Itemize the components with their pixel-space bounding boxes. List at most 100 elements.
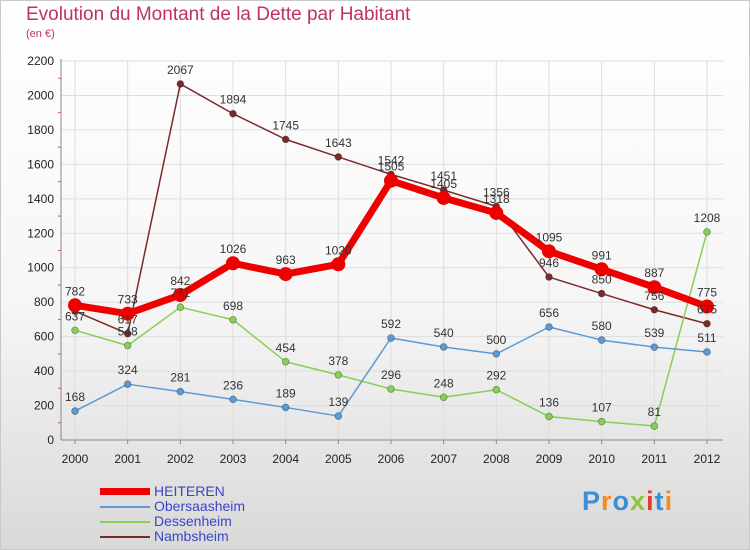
data-point-obersaasheim bbox=[545, 323, 553, 331]
data-label-dessenheim: 81 bbox=[648, 405, 662, 419]
legend: HEITEREN Obersaasheim Dessenheim Nambshe… bbox=[100, 484, 245, 544]
data-label-dessenheim: 136 bbox=[539, 396, 559, 410]
data-label-dessenheim: 637 bbox=[65, 309, 85, 323]
data-point-heiteren bbox=[436, 190, 451, 205]
x-tick-label: 2000 bbox=[62, 452, 89, 466]
data-point-obersaasheim bbox=[176, 387, 185, 396]
legend-item-heiteren[interactable]: HEITEREN bbox=[100, 484, 245, 499]
data-point-heiteren bbox=[173, 287, 188, 302]
data-label-heiteren: 963 bbox=[276, 253, 296, 267]
y-tick-label: 800 bbox=[34, 295, 54, 309]
x-tick-label: 2002 bbox=[167, 452, 194, 466]
data-point-dessenheim bbox=[492, 385, 501, 394]
data-label-nambsheim: 946 bbox=[539, 256, 559, 270]
data-point-dessenheim bbox=[703, 228, 711, 236]
chart-title: Evolution du Montant de la Dette par Hab… bbox=[26, 4, 411, 25]
data-label-obersaasheim: 539 bbox=[644, 326, 664, 340]
data-point-dessenheim bbox=[387, 385, 395, 393]
data-label-obersaasheim: 656 bbox=[539, 306, 559, 320]
legend-label-dessenheim: Dessenheim bbox=[154, 513, 232, 529]
data-label-obersaasheim: 592 bbox=[381, 317, 401, 331]
y-tick-label: 1000 bbox=[27, 261, 54, 275]
data-label-obersaasheim: 500 bbox=[486, 333, 506, 347]
data-label-dessenheim: 107 bbox=[592, 401, 612, 415]
brand-letter: i bbox=[664, 486, 674, 516]
data-point-heiteren bbox=[226, 256, 240, 271]
legend-item-dessenheim[interactable]: Dessenheim bbox=[100, 514, 245, 529]
data-label-nambsheim: 756 bbox=[644, 289, 664, 303]
data-label-dessenheim: 548 bbox=[118, 325, 138, 339]
grid-layer bbox=[61, 60, 723, 441]
data-label-nambsheim: 1451 bbox=[430, 169, 457, 183]
legend-label-heiteren: HEITEREN bbox=[154, 483, 225, 499]
data-label-dessenheim: 296 bbox=[381, 368, 401, 382]
brand-logo: Proxiti bbox=[582, 486, 673, 517]
y-tick-label: 200 bbox=[34, 399, 54, 413]
data-point-nambsheim bbox=[123, 329, 132, 338]
data-label-obersaasheim: 540 bbox=[434, 326, 454, 340]
data-label-nambsheim: 2067 bbox=[167, 63, 194, 77]
data-point-heiteren bbox=[278, 267, 293, 282]
data-label-heiteren: 887 bbox=[644, 266, 664, 280]
data-point-nambsheim bbox=[334, 153, 343, 161]
data-label-heiteren: 1020 bbox=[325, 243, 352, 257]
data-label-heiteren: 1505 bbox=[378, 160, 405, 174]
legend-item-obersaasheim[interactable]: Obersaasheim bbox=[100, 499, 245, 514]
y-tick-label: 0 bbox=[47, 433, 54, 447]
data-point-dessenheim bbox=[650, 422, 659, 430]
y-tick-label: 1800 bbox=[27, 123, 54, 137]
data-point-obersaasheim bbox=[229, 395, 237, 404]
x-tick-label: 2003 bbox=[220, 452, 247, 466]
data-point-dessenheim bbox=[123, 341, 132, 350]
x-tick-label: 2009 bbox=[536, 452, 563, 466]
data-point-obersaasheim bbox=[334, 412, 343, 420]
data-label-heiteren: 1026 bbox=[220, 242, 247, 256]
y-tick-label: 1400 bbox=[27, 192, 54, 206]
data-label-dessenheim: 454 bbox=[276, 341, 296, 355]
data-label-nambsheim: 1894 bbox=[220, 93, 247, 107]
data-label-heiteren: 842 bbox=[170, 274, 190, 288]
data-point-dessenheim bbox=[71, 326, 79, 335]
data-point-heiteren bbox=[489, 205, 504, 220]
data-point-nambsheim bbox=[545, 273, 553, 281]
data-point-obersaasheim bbox=[439, 343, 448, 351]
y-tick-label: 1600 bbox=[27, 157, 54, 171]
data-label-nambsheim: 1745 bbox=[272, 118, 299, 132]
data-point-heiteren bbox=[700, 299, 714, 314]
legend-item-nambsheim[interactable]: Nambsheim bbox=[100, 529, 245, 544]
data-point-heiteren bbox=[542, 244, 556, 259]
data-label-obersaasheim: 580 bbox=[592, 319, 612, 333]
data-label-obersaasheim: 236 bbox=[223, 378, 243, 392]
brand-letter: x bbox=[630, 486, 647, 516]
data-label-dessenheim: 248 bbox=[434, 376, 454, 390]
y-tick-label: 600 bbox=[34, 330, 54, 344]
x-tick-label: 2004 bbox=[272, 452, 299, 466]
brand-letter: r bbox=[601, 486, 613, 516]
legend-swatch-nambsheim bbox=[100, 535, 150, 538]
data-point-dessenheim bbox=[281, 357, 290, 366]
data-point-obersaasheim bbox=[597, 336, 606, 344]
data-label-nambsheim: 617 bbox=[118, 313, 138, 327]
data-point-heiteren bbox=[68, 298, 82, 313]
data-point-heiteren bbox=[331, 257, 346, 272]
legend-label-nambsheim: Nambsheim bbox=[154, 528, 229, 544]
y-tick-label: 1200 bbox=[27, 226, 54, 240]
y-tick-label: 2000 bbox=[27, 88, 54, 102]
data-point-obersaasheim bbox=[492, 350, 501, 358]
x-tick-label: 2001 bbox=[114, 452, 141, 466]
axis-layer: 0 200 400 600 800 1000 1200 1400 1600 1800 2000 220… bbox=[27, 54, 723, 466]
data-label-nambsheim: 1542 bbox=[378, 153, 405, 167]
data-point-obersaasheim bbox=[387, 334, 395, 342]
x-tick-label: 2008 bbox=[483, 452, 510, 466]
x-tick-label: 2010 bbox=[588, 452, 615, 466]
data-point-nambsheim bbox=[597, 289, 606, 298]
data-point-nambsheim bbox=[229, 109, 237, 118]
data-point-nambsheim bbox=[176, 80, 185, 88]
data-label-obersaasheim: 281 bbox=[170, 371, 190, 385]
data-label-nambsheim: 850 bbox=[592, 273, 612, 287]
data-label-dessenheim: 698 bbox=[223, 299, 243, 313]
data-point-obersaasheim bbox=[703, 348, 711, 356]
legend-swatch-heiteren bbox=[100, 488, 150, 495]
data-label-nambsheim: 675 bbox=[697, 303, 717, 317]
